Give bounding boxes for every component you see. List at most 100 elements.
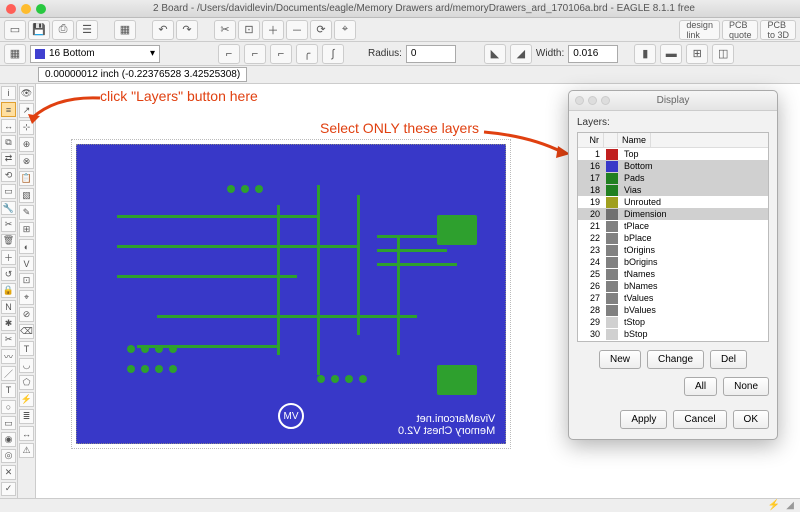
layer-row[interactable]: 29tStop [578,316,768,328]
wirebend5-button[interactable]: ∫ [322,44,344,64]
design-link-button[interactable]: designlink [679,20,720,40]
t2b[interactable]: ⊕ [19,137,34,152]
cancel-button[interactable]: Cancel [673,410,726,429]
signal-tool[interactable]: ⚡ [19,392,34,407]
ripup-tool[interactable]: ⌫ [19,324,34,339]
schematic-button[interactable]: ▦ [114,20,136,40]
layers-tool[interactable]: ≡ [1,102,16,116]
cam-button[interactable]: ☰ [76,20,98,40]
miter1-button[interactable]: ◣ [484,44,506,64]
ratsnest-tool[interactable]: ✕ [1,465,16,479]
t2g[interactable]: ◐ [19,239,34,254]
info-tool[interactable]: i [1,86,16,100]
rect-tool[interactable]: ▭ [1,416,16,430]
layer-row[interactable]: 24bOrigins [578,256,768,268]
wirebend2-button[interactable]: ⌐ [244,44,266,64]
t2k[interactable]: T [19,341,34,356]
wirebend3-button[interactable]: ⌐ [270,44,292,64]
move-tool[interactable]: ↔ [1,119,16,133]
layer-row[interactable]: 19Unrouted [578,196,768,208]
rotate-tool[interactable]: ⟲ [1,168,16,182]
attr-tool[interactable]: ≣ [19,409,34,424]
zoom-select-button[interactable]: ⌖ [334,20,356,40]
print-button[interactable]: ⎙ [52,20,74,40]
delete-tool[interactable]: 🗑 [1,234,16,248]
t2i[interactable]: ⌖ [19,290,34,305]
open-button[interactable]: ▭ [4,20,26,40]
style4-button[interactable]: ◫ [712,44,734,64]
dialog-titlebar[interactable]: Display [569,91,777,111]
layer-row[interactable]: 23tOrigins [578,244,768,256]
dim-tool[interactable]: ↔ [19,426,34,441]
style1-button[interactable]: ▮ [634,44,656,64]
layer-row[interactable]: 1Top [578,148,768,160]
poly-tool[interactable]: ⬠ [19,375,34,390]
new-button[interactable]: New [599,350,641,369]
minimize-icon[interactable] [21,4,31,14]
route-tool[interactable]: 〰 [1,349,16,364]
miter2-button[interactable]: ◢ [510,44,532,64]
arc-tool[interactable]: ◡ [19,358,34,373]
add-tool[interactable]: ＋ [1,250,16,265]
status-resize-icon[interactable]: ◢ [786,500,794,511]
layer-row[interactable]: 30bStop [578,328,768,340]
lock-tool[interactable]: 🔒 [1,283,16,297]
value-tool[interactable]: V [19,256,34,271]
drc-tool[interactable]: ✓ [1,482,16,496]
mirror-tool[interactable]: ⇄ [1,152,16,166]
traffic-lights[interactable] [6,4,46,14]
width-input[interactable] [568,45,618,63]
split-tool[interactable]: ✂ [1,333,16,347]
layer-row[interactable]: 25tNames [578,268,768,280]
layer-row[interactable]: 27tValues [578,292,768,304]
copy-tool[interactable]: ⧉ [1,135,16,149]
name-tool[interactable]: N [1,300,16,314]
redo-button[interactable]: ↷ [176,20,198,40]
apply-button[interactable]: Apply [620,410,667,429]
paste-tool[interactable]: 📋 [19,171,34,186]
cut-tool[interactable]: ✂ [1,217,16,231]
erc-tool[interactable]: ⚠ [19,443,34,458]
circle-tool[interactable]: ○ [1,400,16,414]
layer-row[interactable]: 18Vias [578,184,768,196]
t2d[interactable]: ▧ [19,188,34,203]
replace-tool[interactable]: ↺ [1,267,16,281]
none-button[interactable]: None [723,377,769,396]
zoom-out-button[interactable]: － [286,20,308,40]
t2j[interactable]: ⊘ [19,307,34,322]
wirebend4-button[interactable]: ╭ [296,44,318,64]
layer-row[interactable]: 16Bottom [578,160,768,172]
group-tool[interactable]: ▭ [1,184,16,198]
layer-row[interactable]: 17Pads [578,172,768,184]
zoom-in-button[interactable]: ＋ [262,20,284,40]
wirebend1-button[interactable]: ⌐ [218,44,240,64]
all-button[interactable]: All [684,377,717,396]
change-button[interactable]: Change [647,350,704,369]
zoom-redraw-button[interactable]: ⟳ [310,20,332,40]
style3-button[interactable]: ⊞ [686,44,708,64]
via-tool[interactable]: ◉ [1,432,16,446]
change-tool[interactable]: 🔧 [1,201,16,215]
undo-button[interactable]: ↶ [152,20,174,40]
smash-tool[interactable]: ✱ [1,316,16,330]
layer-row[interactable]: 26bNames [578,280,768,292]
cut-button[interactable]: ✂ [214,20,236,40]
style2-button[interactable]: ▬ [660,44,682,64]
hole-tool[interactable]: ◎ [1,449,16,463]
layer-selector[interactable]: 16 Bottom ▾ [30,45,160,63]
save-button[interactable]: 💾 [28,20,50,40]
close-icon[interactable] [6,4,16,14]
t2h[interactable]: ⊡ [19,273,34,288]
t2f[interactable]: ⊞ [19,222,34,237]
zoom-icon[interactable] [36,4,46,14]
text-tool[interactable]: T [1,383,16,397]
layer-row[interactable]: 28bValues [578,304,768,316]
pcb-3d-button[interactable]: PCBto 3D [760,20,796,40]
pcb-quote-button[interactable]: PCBquote [722,20,759,40]
wire-tool[interactable]: ／ [1,366,16,381]
t2e[interactable]: ✎ [19,205,34,220]
grid-button[interactable]: ▦ [4,44,26,64]
layer-row[interactable]: 21tPlace [578,220,768,232]
layer-row[interactable]: 20Dimension [578,208,768,220]
zoom-fit-button[interactable]: ⊡ [238,20,260,40]
